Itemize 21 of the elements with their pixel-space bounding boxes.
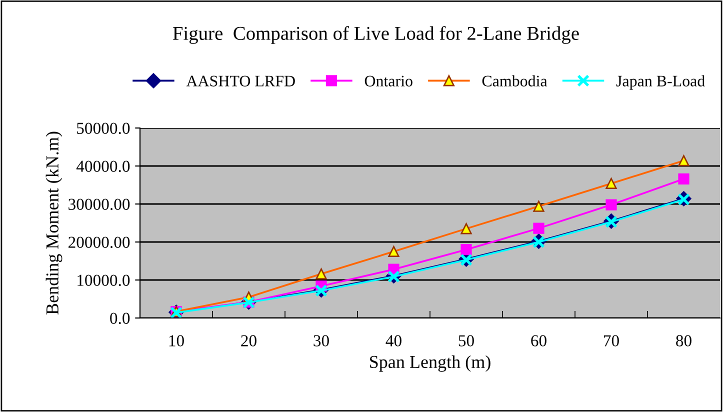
legend-label: AASHTO LRFD [186,76,295,86]
x-tick-label: 70 [604,335,619,346]
x-tick-label: 10 [169,335,184,346]
x-tick-label: 30 [314,335,329,346]
x-axis-title: Span Length (m) [370,355,490,372]
y-tick-label: 50000.0 [77,122,130,134]
x-tick-label: 20 [241,335,256,346]
y-tick-label: 0.0 [110,312,130,324]
legend-label: Ontario [364,76,412,86]
legend-label: Cambodia [482,75,548,86]
legend-label: Japan B-Load [616,75,705,90]
y-axis-title: Bending Moment (kN.m) [46,132,62,315]
x-tick-label: 40 [386,335,402,346]
x-tick-label: 80 [676,335,692,346]
y-tick-label: 30000.00 [68,198,130,210]
y-tick-label: 40000.0 [76,160,130,172]
x-tick-label: 50 [458,335,474,346]
y-tick-label: 20000.00 [68,236,130,248]
y-tick-label: 10000.0 [78,274,130,286]
chart-title: Figure Comparison of Live Load for 2-Lane Bridge [172,26,579,44]
x-tick-label: 60 [531,335,546,346]
